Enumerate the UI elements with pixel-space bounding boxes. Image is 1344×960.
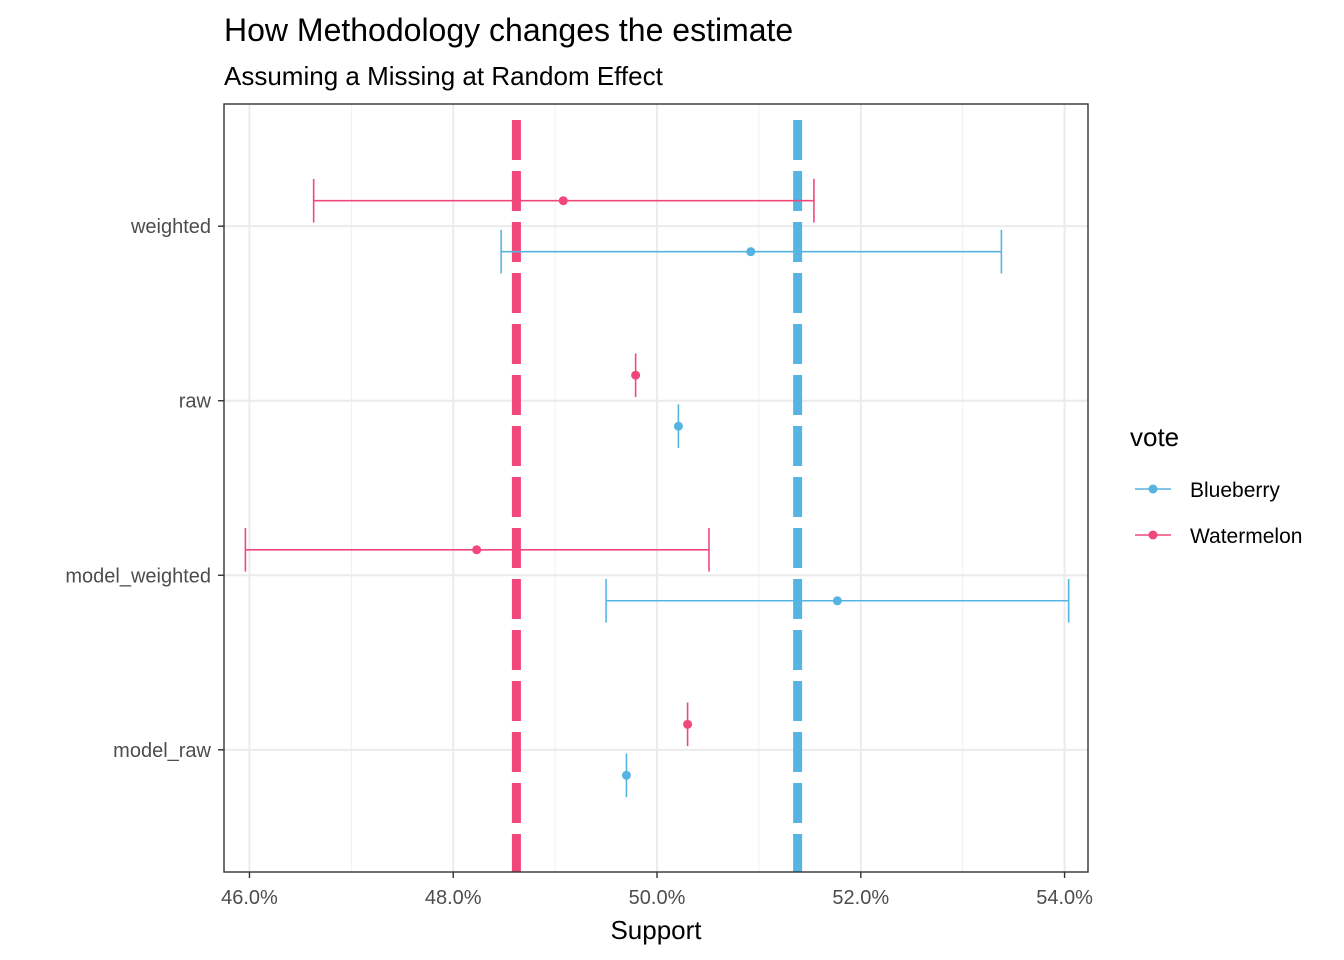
chart-subtitle: Assuming a Missing at Random Effect <box>224 61 664 91</box>
legend-key-point <box>1148 484 1158 494</box>
legend-key-point <box>1148 530 1158 540</box>
plot-panel-border <box>223 103 1089 873</box>
data-point <box>558 196 568 206</box>
x-tick-label: 54.0% <box>1036 887 1093 909</box>
x-axis-title: Support <box>610 915 702 945</box>
x-tick-label: 48.0% <box>425 887 482 909</box>
legend: vote Blueberry Watermelon <box>1130 422 1302 548</box>
x-tick-label: 46.0% <box>221 887 278 909</box>
x-tick-label: 50.0% <box>629 887 686 909</box>
data-point <box>673 421 683 431</box>
legend-label: Watermelon <box>1190 525 1302 548</box>
data-point <box>631 370 641 380</box>
legend-label: Blueberry <box>1190 479 1280 502</box>
data-point <box>746 247 756 257</box>
reference-lines <box>511 120 803 872</box>
y-axis: model_raw model_weighted raw weighted <box>65 216 224 762</box>
x-tick-label: 52.0% <box>832 887 889 909</box>
data-point <box>472 545 482 555</box>
data-point <box>621 770 631 780</box>
series-blueberry <box>500 229 1070 798</box>
chart-title: How Methodology changes the estimate <box>224 12 793 48</box>
data-point <box>832 596 842 606</box>
data-point <box>683 719 693 729</box>
y-tick-label: model_raw <box>113 740 211 762</box>
plot-panel-background <box>224 104 1088 872</box>
y-tick-label: raw <box>179 391 212 413</box>
x-axis: 46.0% 48.0% 50.0% 52.0% 54.0% <box>221 872 1093 909</box>
series-watermelon <box>244 178 815 747</box>
data-series <box>244 178 1070 798</box>
y-tick-label: weighted <box>130 216 211 238</box>
legend-title: vote <box>1130 422 1179 452</box>
y-tick-label: model_weighted <box>65 565 211 587</box>
grid-lines <box>224 104 1088 872</box>
